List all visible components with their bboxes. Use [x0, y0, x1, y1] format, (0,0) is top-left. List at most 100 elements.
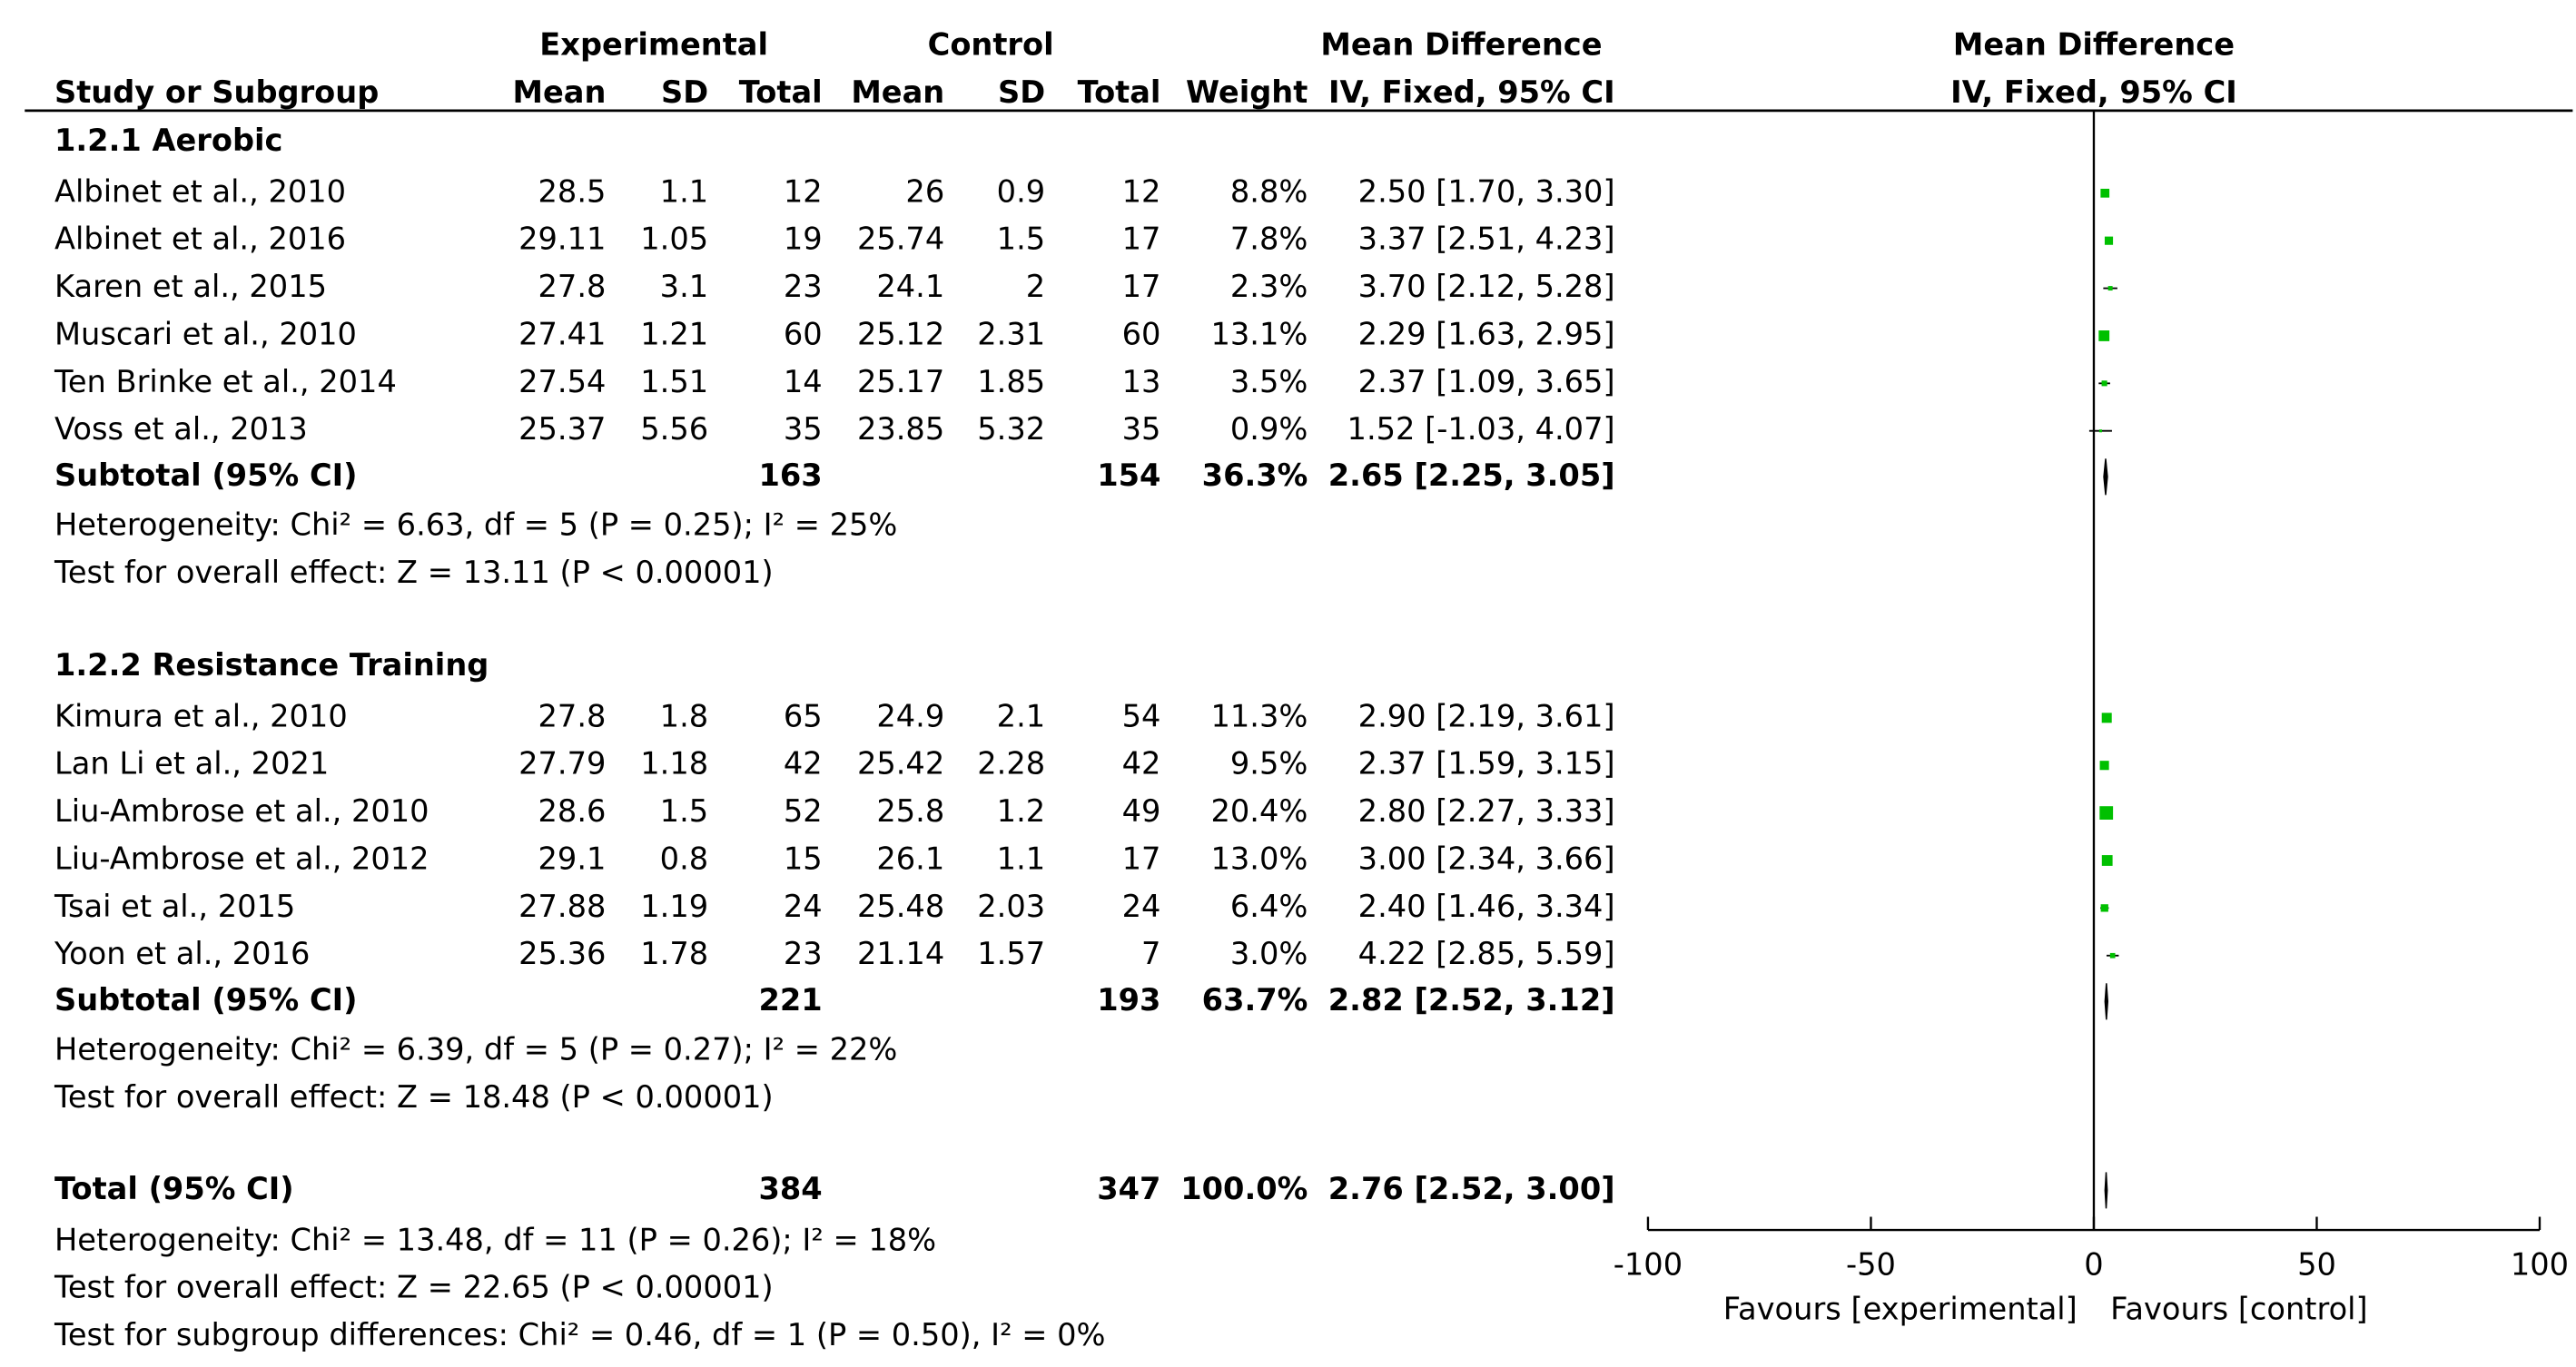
study-effect-label: 2.80 [2.27, 3.33]	[1358, 793, 1615, 829]
column-header: Total	[739, 74, 823, 110]
favours-label: Favours [control]	[2110, 1292, 2367, 1327]
effect-square	[2109, 952, 2116, 959]
study-name: Albinet et al., 2016	[54, 221, 346, 257]
study-exp-total: 19	[784, 221, 823, 257]
study-effect-label: 2.37 [1.59, 3.15]	[1358, 746, 1615, 782]
study-name: Kimura et al., 2010	[54, 698, 348, 733]
study-ctl-total: 13	[1122, 364, 1161, 399]
study-exp-total: 24	[784, 889, 823, 924]
summary-diamond	[2104, 1172, 2108, 1209]
effect-square	[2099, 761, 2109, 771]
study-weight-label: 20.4%	[1211, 793, 1308, 829]
note: Heterogeneity: Chi² = 6.63, df = 5 (P = …	[54, 506, 897, 542]
total-effect-label: 2.76 [2.52, 3.00]	[1328, 1171, 1615, 1206]
study-exp-mean: 27.41	[518, 316, 606, 351]
study-exp-total: 15	[784, 841, 823, 876]
column-header: Weight	[1186, 74, 1308, 110]
study-exp-mean: 27.88	[518, 889, 606, 924]
column-header: SD	[661, 74, 708, 110]
study-ctl-sd: 2.31	[977, 316, 1045, 351]
study-weight-label: 7.8%	[1230, 221, 1308, 257]
subtotal-ctl-total: 154	[1097, 457, 1160, 493]
study-ctl-mean: 24.1	[876, 269, 944, 304]
study-name: Albinet et al., 2010	[54, 173, 346, 209]
study-ctl-total: 35	[1122, 411, 1161, 447]
study-exp-sd: 1.78	[640, 936, 708, 971]
study-effect-label: 3.37 [2.51, 4.23]	[1358, 221, 1615, 257]
study-name: Ten Brinke et al., 2014	[54, 364, 397, 399]
study-ctl-sd: 1.2	[997, 793, 1045, 829]
study-ctl-sd: 2	[1026, 269, 1045, 304]
study-exp-mean: 25.36	[518, 936, 606, 971]
x-tick-label: 100	[2511, 1247, 2569, 1283]
study-exp-sd: 1.19	[640, 889, 708, 924]
study-effect-label: 4.22 [2.85, 5.59]	[1358, 936, 1615, 971]
study-weight-label: 8.8%	[1230, 173, 1308, 209]
study-exp-mean: 29.11	[518, 221, 606, 257]
study-ctl-total: 17	[1122, 841, 1161, 876]
study-exp-sd: 1.21	[640, 316, 708, 351]
subtotal-weight-label: 63.7%	[1202, 982, 1308, 1018]
column-header: Study or Subgroup	[54, 74, 379, 110]
study-ctl-sd: 1.57	[977, 936, 1045, 971]
study-ctl-total: 12	[1122, 173, 1161, 209]
study-exp-total: 14	[784, 364, 823, 399]
plot-subtitle: IV, Fixed, 95% CI	[1950, 74, 2237, 110]
study-effect-label: 2.40 [1.46, 3.34]	[1358, 889, 1615, 924]
study-exp-total: 52	[784, 793, 823, 829]
study-ctl-total: 17	[1122, 269, 1161, 304]
study-exp-sd: 1.1	[660, 173, 708, 209]
effect-square	[2099, 806, 2114, 820]
study-ctl-mean: 25.42	[857, 746, 944, 782]
study-ctl-mean: 21.14	[857, 936, 944, 971]
study-exp-total: 23	[784, 269, 823, 304]
study-ctl-mean: 25.8	[876, 793, 944, 829]
x-tick-label: 0	[2084, 1247, 2103, 1283]
plot-title: Mean Difference	[1953, 26, 2235, 62]
study-ctl-mean: 25.74	[857, 221, 944, 257]
study-effect-label: 2.50 [1.70, 3.30]	[1358, 173, 1615, 209]
note: Heterogeneity: Chi² = 13.48, df = 11 (P …	[54, 1222, 936, 1257]
study-weight-label: 13.0%	[1211, 841, 1308, 876]
study-name: Lan Li et al., 2021	[54, 746, 329, 782]
study-ctl-total: 24	[1122, 889, 1161, 924]
study-name: Muscari et al., 2010	[54, 316, 357, 351]
study-exp-sd: 5.56	[640, 411, 708, 447]
study-weight-label: 0.9%	[1230, 411, 1308, 447]
study-ctl-total: 49	[1122, 793, 1161, 829]
effect-square	[2098, 330, 2110, 341]
study-ctl-mean: 25.48	[857, 889, 944, 924]
column-header: Mean	[851, 74, 944, 110]
study-exp-total: 12	[784, 173, 823, 209]
study-name: Tsai et al., 2015	[54, 889, 295, 924]
study-ctl-total: 17	[1122, 221, 1161, 257]
subgroup-title: 1.2.2 Resistance Training	[54, 647, 489, 683]
study-exp-mean: 27.8	[538, 698, 607, 733]
effect-square	[2101, 380, 2107, 387]
study-name: Yoon et al., 2016	[54, 936, 310, 971]
effect-square	[2107, 286, 2113, 291]
study-ctl-sd: 1.1	[997, 841, 1045, 876]
subtotal-ctl-total: 193	[1097, 982, 1160, 1018]
total-ctl-total: 347	[1097, 1171, 1160, 1206]
note: Test for overall effect: Z = 13.11 (P < …	[54, 555, 774, 590]
study-exp-total: 65	[784, 698, 823, 733]
study-exp-mean: 28.6	[538, 793, 607, 829]
x-tick-label: -100	[1614, 1247, 1683, 1283]
study-exp-sd: 3.1	[660, 269, 708, 304]
subtotal-exp-total: 221	[758, 982, 822, 1018]
column-header: Total	[1078, 74, 1161, 110]
study-exp-sd: 1.5	[660, 793, 708, 829]
study-exp-total: 60	[784, 316, 823, 351]
study-ctl-sd: 0.9	[997, 173, 1045, 209]
study-exp-sd: 1.51	[640, 364, 708, 399]
subtotal-weight-label: 36.3%	[1202, 457, 1308, 493]
study-exp-total: 23	[784, 936, 823, 971]
total-name: Total (95% CI)	[54, 1171, 294, 1206]
study-weight-label: 11.3%	[1211, 698, 1308, 733]
study-weight-label: 13.1%	[1211, 316, 1308, 351]
total-exp-total: 384	[758, 1171, 822, 1206]
note: Test for subgroup differences: Chi² = 0.…	[54, 1317, 1105, 1352]
